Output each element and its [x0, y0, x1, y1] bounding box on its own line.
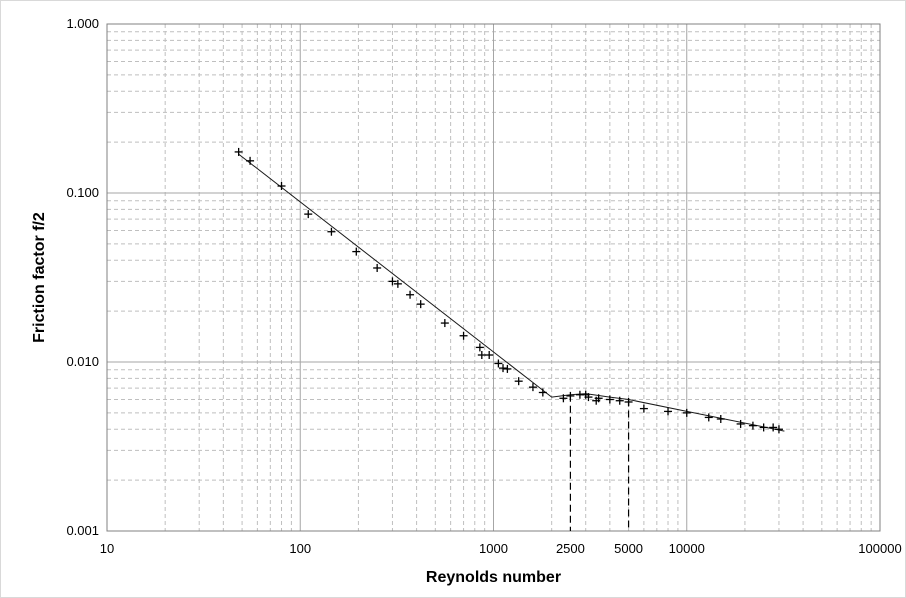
data-point [736, 419, 745, 428]
data-point [373, 263, 382, 272]
data-point [605, 395, 614, 404]
data-point [704, 413, 713, 422]
data-point [624, 397, 633, 406]
plot-area-border [106, 23, 881, 532]
data-point [494, 359, 503, 368]
data-point [615, 396, 624, 405]
fit-line-path [238, 153, 785, 432]
fit-line [238, 153, 785, 432]
data-point [459, 331, 468, 340]
tick-labels: 10 100 1000 10000 100000 0.001 0.010 0.100 1.000… [66, 16, 901, 556]
data-point [475, 343, 484, 352]
data-point [416, 300, 425, 309]
y-tick-label: 0.100 [66, 185, 99, 200]
data-point [514, 377, 523, 386]
data-point [440, 319, 449, 328]
x-tick-label: 100000 [858, 541, 901, 556]
data-point [503, 364, 512, 373]
data-point [393, 279, 402, 288]
data-point [664, 407, 673, 416]
x-tick-label: 100 [289, 541, 311, 556]
y-tick-label: 1.000 [66, 16, 99, 31]
data-point [304, 210, 313, 219]
data-point [584, 393, 593, 402]
data-point [388, 277, 397, 286]
data-point [774, 425, 783, 434]
data-point [559, 394, 568, 403]
annotation-label-5000: 5000 [614, 541, 643, 556]
data-point [234, 147, 243, 156]
data-point [246, 156, 255, 165]
x-axis-title: Reynolds number [426, 569, 561, 586]
data-point [538, 388, 547, 397]
data-point [716, 414, 725, 423]
data-point [528, 383, 537, 392]
data-points [234, 147, 783, 434]
y-tick-label: 0.001 [66, 523, 99, 538]
data-point [406, 290, 415, 299]
x-tick-label: 10000 [669, 541, 705, 556]
data-point [499, 364, 508, 373]
y-axis-title: Friction factor f/2 [31, 212, 48, 343]
data-point [639, 404, 648, 413]
dashed-guide-lines [569, 394, 630, 531]
data-point [477, 351, 486, 360]
data-point [769, 423, 778, 432]
annotation-label-2500: 2500 [556, 541, 585, 556]
x-tick-label: 1000 [479, 541, 508, 556]
data-point [485, 351, 494, 360]
data-point [566, 391, 575, 400]
data-point [277, 182, 286, 191]
data-point [594, 394, 603, 403]
data-point [352, 247, 361, 256]
data-point [759, 423, 768, 432]
x-tick-label: 10 [100, 541, 114, 556]
data-point [748, 421, 757, 430]
data-point [327, 227, 336, 236]
data-point [682, 408, 691, 417]
y-tick-label: 0.010 [66, 354, 99, 369]
